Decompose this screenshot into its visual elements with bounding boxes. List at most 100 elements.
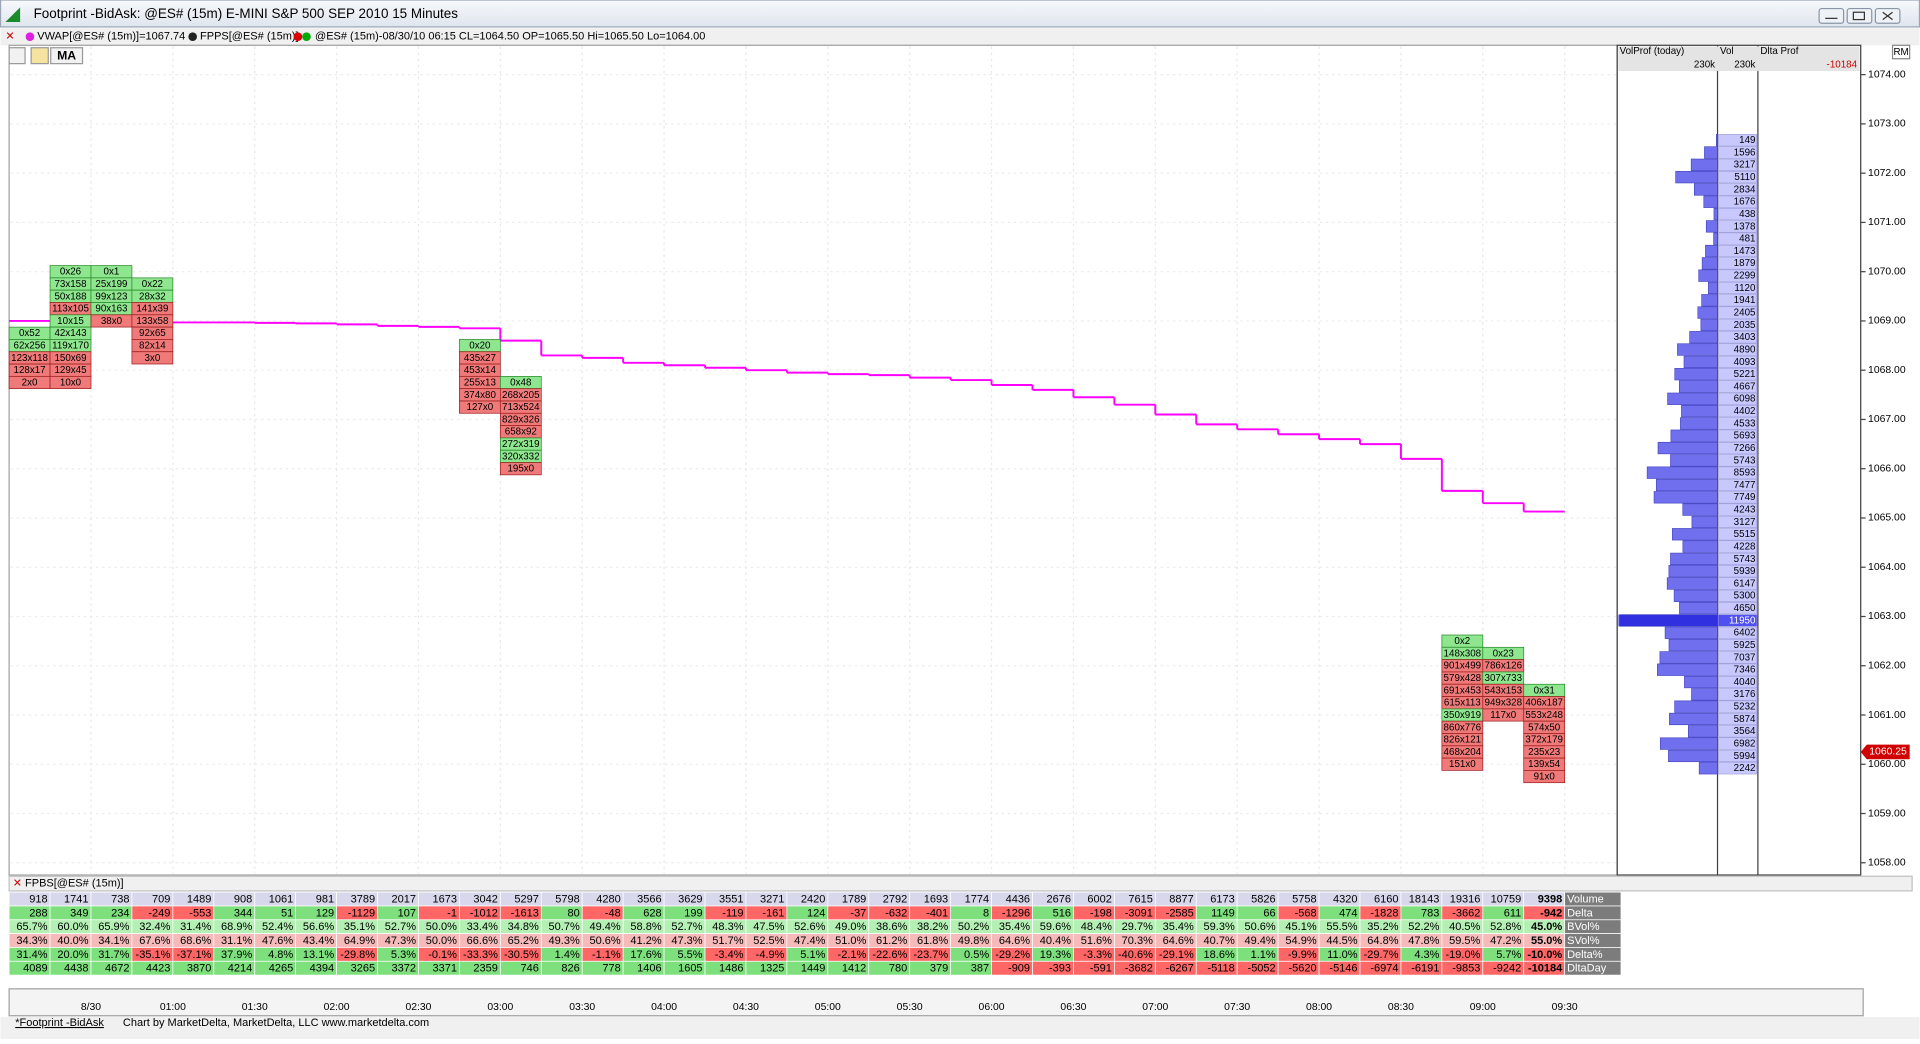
fpps-dot	[188, 32, 197, 41]
volume-bar	[1713, 232, 1718, 245]
volume-bar	[1674, 700, 1718, 713]
table-cell-text: 1149	[1211, 907, 1235, 919]
table-cell-text: -0.1%	[428, 949, 457, 961]
minimize-button[interactable]	[1818, 7, 1845, 24]
footprint-cell-text: 786x126	[1485, 661, 1523, 672]
close-glyph	[1882, 11, 1893, 21]
time-label: 08:00	[1306, 1002, 1332, 1013]
table-cell-text: 50.0%	[426, 935, 457, 947]
table-cell-text: 35.2%	[1367, 921, 1398, 933]
table-cell-text: 19.3%	[1040, 949, 1071, 961]
volume-cell	[1718, 244, 1757, 258]
profile-frame	[1616, 44, 1862, 876]
table-cell-text: 35.4%	[1163, 921, 1194, 933]
footprint-cell-text: 468x204	[1444, 747, 1482, 758]
volume-cell-text: 3403	[1734, 332, 1756, 343]
table-cell-text: 129	[316, 907, 334, 919]
table-cell-text: 4214	[228, 963, 252, 975]
table-cell-text: 1741	[64, 894, 88, 906]
price-label: 1073.00	[1868, 119, 1906, 130]
footprint-cell-text: 826x121	[1444, 735, 1482, 746]
table-cell-text: 1412	[842, 963, 866, 975]
table-cell-text: 4.8%	[268, 949, 293, 961]
status-tab[interactable]: *Footprint -BidAsk	[15, 1017, 104, 1029]
footprint-cell-text: 139x54	[1528, 759, 1561, 770]
table-cell-text: 3042	[473, 894, 497, 906]
volume-cell-text: 5743	[1734, 554, 1756, 565]
time-scrollbar[interactable]	[8, 988, 1864, 1017]
price-label: 1069.00	[1868, 316, 1906, 327]
volume-bar	[1659, 651, 1718, 664]
footprint-cell-text: 150x69	[54, 353, 86, 364]
volume-cell	[1718, 725, 1757, 738]
table-cell-text: 68.6%	[180, 935, 211, 947]
volume-cell	[1718, 306, 1757, 319]
table-cell-text: 474	[1339, 907, 1357, 919]
table-cell-text: -1613	[511, 907, 539, 919]
indicator-vwap[interactable]: VWAP[@ES# (15m)]=1067.74	[37, 31, 185, 43]
table-cell-text: 48.3%	[712, 921, 743, 933]
footprint-cell-text: 272x319	[502, 439, 540, 450]
vwap-dot	[25, 32, 35, 41]
table-cell-text: 4423	[146, 963, 170, 975]
table-cell-text: 826	[561, 963, 579, 975]
time-label: 02:30	[405, 1002, 431, 1013]
table-cell-text: -3662	[1452, 907, 1480, 919]
table-cell-text: -23.7%	[913, 949, 948, 961]
volume-bar	[1666, 577, 1718, 590]
toolbar-icon[interactable]	[30, 47, 49, 65]
indicator-price[interactable]: @ES# (15m)-08/30/10 06:15 CL=1064.50 OP=…	[315, 31, 705, 43]
table-cell-text: 199	[684, 907, 702, 919]
indicator-fpps[interactable]: FPPS[@ES# (15m)]	[200, 31, 299, 43]
table-cell-text: -5052	[1248, 963, 1276, 975]
table-cell-text: 3629	[678, 894, 702, 906]
table-cell-text: -1	[447, 907, 457, 919]
volume-cell-text: 1879	[1734, 258, 1756, 269]
strip-close[interactable]: ✕	[5, 31, 14, 43]
rm-button[interactable]	[1891, 44, 1911, 60]
ma-button[interactable]	[50, 47, 84, 65]
table-cell-text: 5.5%	[677, 949, 702, 961]
volume-cell-text: 438	[1739, 209, 1756, 220]
volume-bar	[1713, 207, 1718, 221]
table-cell-text: 64.6%	[1163, 935, 1194, 947]
row-label-cell	[1564, 960, 1622, 976]
volume-bar	[1673, 589, 1718, 602]
footprint-cell	[499, 462, 542, 476]
volume-bar	[1680, 417, 1718, 430]
table-cell-text: 10759	[1491, 894, 1522, 906]
volume-bar	[1691, 688, 1718, 701]
volume-cell	[1718, 762, 1757, 775]
table-cell-text: 40.5%	[1449, 921, 1480, 933]
lower-panel-close[interactable]: ✕	[13, 877, 22, 889]
table-cell-text: -30.5%	[504, 949, 539, 961]
table-cell-text: 20.0%	[57, 949, 88, 961]
price-label: 1062.00	[1868, 660, 1906, 671]
table-cell-text: -119	[722, 907, 743, 919]
volume-cell	[1718, 368, 1757, 381]
table-cell-text: 40.0%	[57, 935, 88, 947]
toolbar-icon[interactable]	[8, 47, 26, 65]
row-label: DltaDay	[1567, 963, 1607, 975]
price-label: 1067.00	[1868, 414, 1906, 425]
row-label: SVol%	[1567, 935, 1600, 947]
volume-cell	[1718, 589, 1757, 602]
table-cell-text: 13.1%	[303, 949, 334, 961]
table-cell-text: 234	[111, 907, 129, 919]
indicator-strip	[0, 28, 1920, 46]
volume-cell	[1718, 220, 1757, 233]
status-bar	[0, 1016, 1920, 1039]
volume-cell-text: 5939	[1734, 566, 1756, 577]
table-cell-text: -5118	[1207, 963, 1234, 975]
volume-cell	[1718, 158, 1757, 171]
volume-cell-text: 4040	[1734, 677, 1756, 688]
volume-cell-text: 3127	[1734, 517, 1756, 528]
table-cell-text: 49.4%	[1244, 935, 1275, 947]
time-label: 01:30	[242, 1002, 268, 1013]
profile-header: Vol	[1720, 46, 1734, 57]
maximize-button[interactable]	[1846, 7, 1873, 24]
table-cell-text: 55.0%	[1531, 935, 1562, 947]
volume-bar	[1700, 318, 1718, 332]
table-cell-text: -1.1%	[592, 949, 621, 961]
table-cell-text: -3091	[1125, 907, 1153, 919]
